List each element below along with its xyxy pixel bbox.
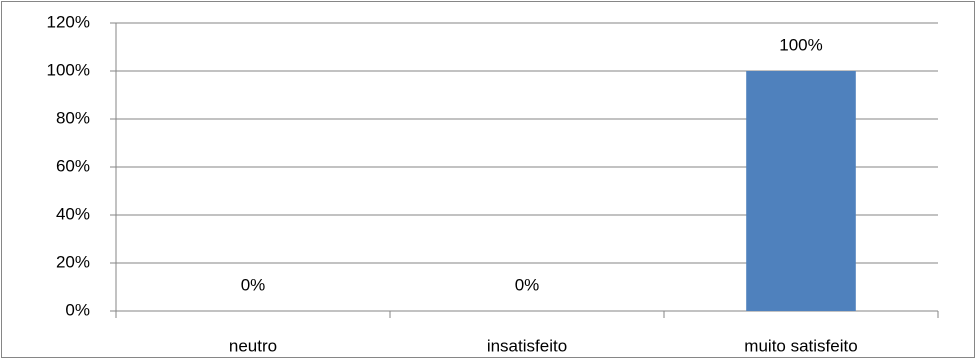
x-tick-label: neutro xyxy=(229,336,277,355)
data-label: 100% xyxy=(779,35,822,54)
y-tick-label: 40% xyxy=(56,204,90,223)
y-tick-label: 80% xyxy=(56,108,90,127)
y-tick-label: 100% xyxy=(47,60,90,79)
y-tick-label: 60% xyxy=(56,156,90,175)
y-tick-label: 20% xyxy=(56,252,90,271)
bar xyxy=(746,71,856,311)
y-tick-label: 120% xyxy=(47,12,90,31)
data-label: 0% xyxy=(241,275,266,294)
y-tick-label: 0% xyxy=(65,300,90,319)
x-tick-label: insatisfeito xyxy=(487,336,567,355)
x-tick-label: muito satisfeito xyxy=(744,336,857,355)
data-label: 0% xyxy=(515,275,540,294)
